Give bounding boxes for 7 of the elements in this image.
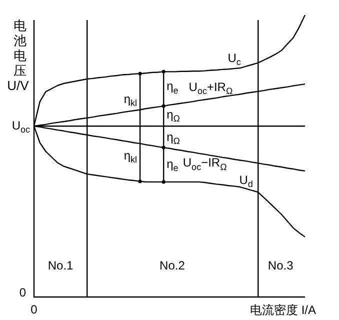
text: 0 bbox=[19, 285, 26, 300]
annotation: No.1 bbox=[48, 258, 74, 272]
x-axis-title: 电流密度 I/A bbox=[250, 302, 316, 319]
annotation: No.2 bbox=[160, 258, 186, 272]
y-axis-title: 电池电压 U/V bbox=[6, 18, 30, 93]
annotation: No.3 bbox=[268, 258, 294, 272]
text: 0 bbox=[30, 302, 38, 316]
